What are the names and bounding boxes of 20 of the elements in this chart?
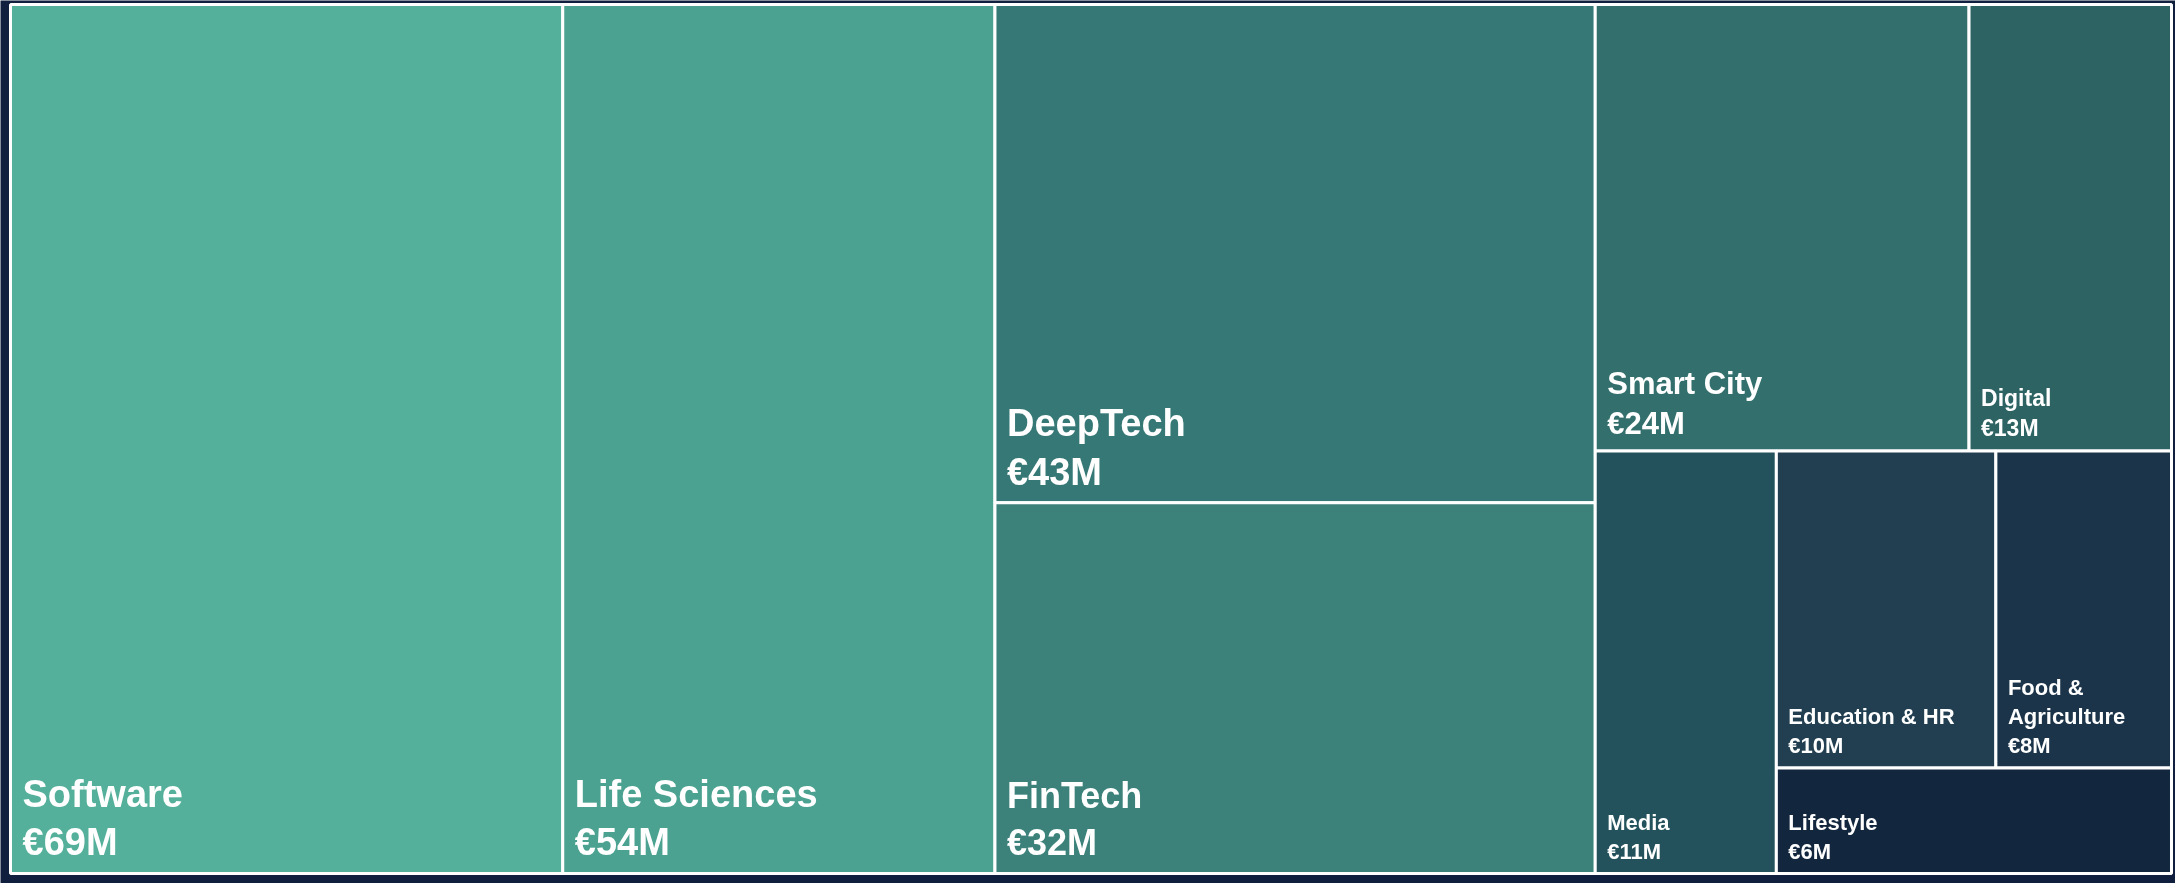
data-label: €6M (1788, 838, 1832, 864)
category-label: Food & Agriculture (2007, 675, 2126, 730)
data-label: €54M (574, 821, 670, 864)
data-label: €11M (1607, 838, 1662, 864)
data-label: €24M (1607, 406, 1685, 442)
category-label: Software (22, 773, 183, 816)
data-label: €69M (22, 821, 118, 864)
category-label: Education & HR (1788, 704, 1955, 730)
category-label: Lifestyle (1788, 809, 1878, 835)
category-label: Smart City (1607, 365, 1764, 401)
data-label: €13M (1981, 415, 2039, 442)
category-label: Media (1607, 809, 1671, 835)
data-label: €10M (1788, 732, 1844, 758)
category-label: FinTech (1006, 775, 1143, 817)
category-label: DeepTech (1006, 402, 1186, 445)
category-label: Life Sciences (574, 773, 818, 816)
data-label: €32M (1006, 822, 1098, 864)
category-label: Digital (1981, 385, 2052, 412)
data-label: €43M (1006, 450, 1103, 493)
data-label: €8M (2007, 732, 2051, 758)
